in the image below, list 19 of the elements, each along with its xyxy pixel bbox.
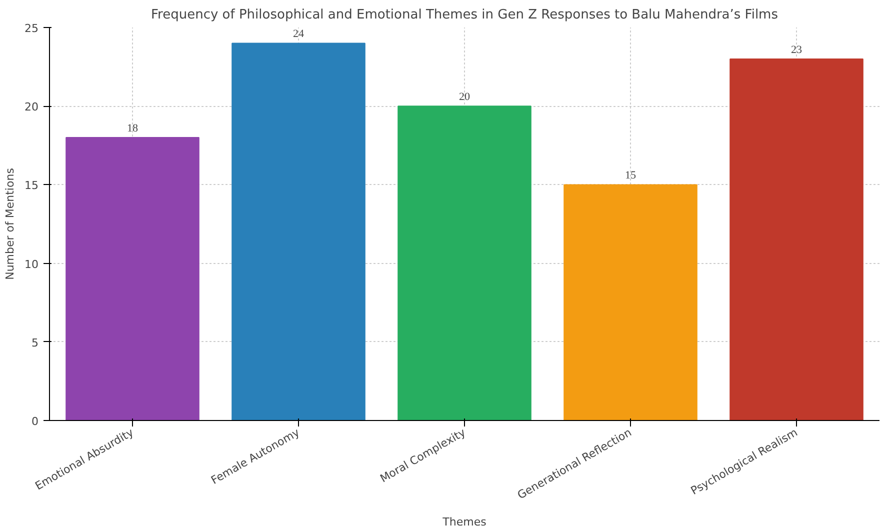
y-tick-label: 20 — [24, 100, 39, 114]
bar — [66, 137, 200, 420]
data-label: 15 — [625, 170, 636, 182]
x-axis-title: Themes — [442, 515, 487, 528]
y-tick-label: 25 — [24, 22, 39, 35]
data-label: 24 — [293, 28, 304, 40]
data-label: 23 — [791, 44, 802, 56]
y-tick-label: 0 — [32, 415, 38, 428]
y-axis-title: Number of Mentions — [4, 168, 17, 280]
y-tick-label: 15 — [24, 179, 39, 192]
chart-title: Frequency of Philosophical and Emotional Themes in Gen Z Responses to Balu Mahendra’s Films — [151, 8, 778, 22]
bar — [730, 58, 864, 420]
bar — [564, 184, 698, 420]
y-tick-label: 5 — [32, 336, 38, 350]
bar — [398, 106, 532, 420]
data-label: 18 — [127, 122, 138, 135]
data-label: 20 — [459, 91, 470, 104]
y-tick-label: 10 — [24, 258, 39, 271]
bar — [232, 42, 366, 420]
